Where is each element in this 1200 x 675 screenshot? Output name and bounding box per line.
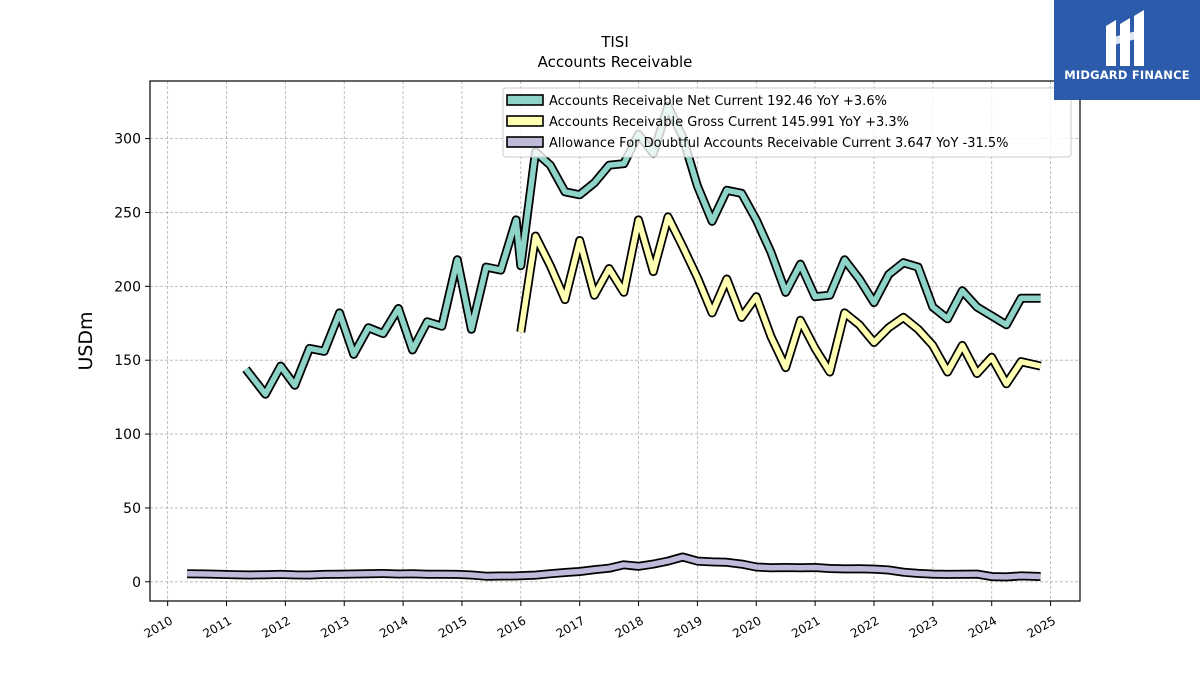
legend-label: Allowance For Doubtful Accounts Receivab… (549, 136, 1009, 151)
chart-title: TISI (600, 33, 629, 51)
logo-mark-icon (1106, 10, 1144, 66)
x-tick-label: 2014 (377, 613, 410, 640)
x-tick-label: 2010 (142, 613, 175, 640)
legend-swatch (506, 94, 544, 106)
brand-logo: MIDGARD FINANCE (1054, 0, 1200, 100)
x-axis: 2010 2011 2012 2013 2014 2015 2016 2017 2018 2019… (142, 601, 1058, 641)
y-axis-label: USDm (75, 311, 97, 370)
y-tick-label: 0 (132, 575, 141, 591)
y-axis: 0 50 100 150 200 250 300 (114, 132, 150, 591)
x-tick-label: 2020 (730, 613, 763, 640)
y-tick-label: 50 (123, 501, 141, 517)
series-line-2 (518, 214, 1042, 387)
x-tick-label: 2011 (201, 613, 234, 640)
x-tick-label: 2015 (436, 613, 469, 640)
legend-swatch (506, 115, 544, 127)
y-tick-label: 200 (114, 279, 141, 295)
x-tick-label: 2023 (907, 613, 940, 640)
x-tick-label: 2024 (966, 613, 999, 640)
x-tick-label: 2013 (318, 613, 351, 640)
legend-swatch (506, 136, 544, 148)
legend: Accounts Receivable Net Current 192.46 Y… (502, 87, 1072, 158)
legend-label: Accounts Receivable Gross Current 145.99… (549, 115, 909, 130)
logo-text: MIDGARD FINANCE (1064, 68, 1190, 82)
x-tick-label: 2018 (613, 613, 646, 640)
x-tick-label: 2016 (495, 613, 528, 640)
plot-frame (149, 80, 1081, 602)
series-line-3 (187, 554, 1041, 580)
x-tick-label: 2017 (554, 613, 587, 640)
y-tick-label: 250 (114, 205, 141, 221)
series-layer (187, 101, 1042, 582)
grid-lines (150, 81, 1080, 601)
y-tick-label: 100 (114, 427, 141, 443)
x-tick-label: 2025 (1025, 613, 1058, 640)
legend-box (502, 87, 1072, 158)
legend-label: Accounts Receivable Net Current 192.46 Y… (549, 94, 887, 109)
chart-subtitle: Accounts Receivable (538, 53, 693, 71)
x-tick-label: 2022 (848, 613, 881, 640)
y-tick-label: 150 (114, 353, 141, 369)
x-tick-label: 2012 (259, 613, 292, 640)
y-tick-label: 300 (114, 132, 141, 148)
x-tick-label: 2019 (671, 613, 704, 640)
x-tick-label: 2021 (789, 613, 822, 640)
